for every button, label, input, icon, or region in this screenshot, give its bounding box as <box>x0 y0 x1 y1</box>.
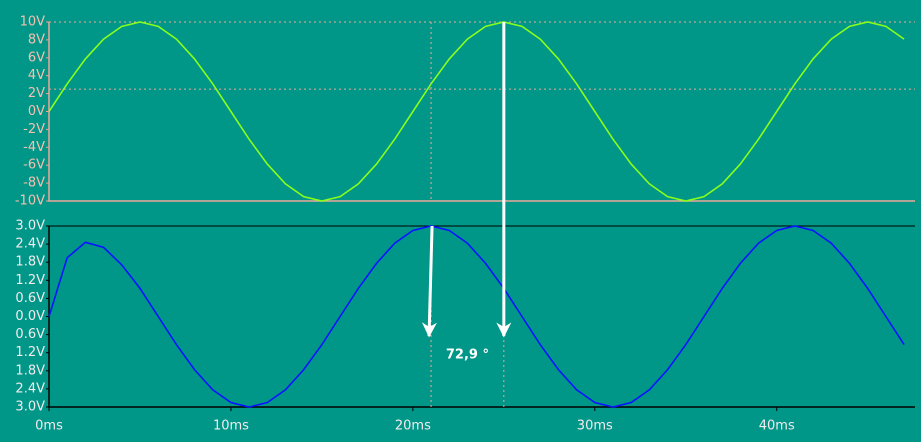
y-tick-label: -8V <box>23 176 45 191</box>
arrow <box>421 225 437 338</box>
y-tick-label: 10V <box>20 15 46 30</box>
y-tick-label: 8V <box>28 32 45 47</box>
y-tick-label: 1.8V <box>15 363 45 378</box>
x-tick-label: 20ms <box>395 419 431 434</box>
axis-frame <box>48 22 915 202</box>
y-tick-label: 1.8V <box>15 255 45 270</box>
x-tick-label: 10ms <box>213 419 249 434</box>
y-tick-label: 2.4V <box>15 381 45 396</box>
y-tick-label: -2V <box>23 122 45 137</box>
x-tick-label: 40ms <box>759 419 795 434</box>
waveform <box>48 21 905 202</box>
y-tick-label: 3.0V <box>15 219 45 234</box>
y-tick-label: 0.6V <box>15 291 45 306</box>
y-tick-label: 0.0V <box>15 309 45 324</box>
y-tick-label: 0.6V <box>15 327 45 342</box>
y-tick-label: 0V <box>28 104 45 119</box>
y-tick-label: -10V <box>15 194 45 209</box>
y-tick-label: 1.2V <box>15 273 45 288</box>
y-tick-label: 2.4V <box>15 237 45 252</box>
y-tick-label: 2V <box>28 86 45 101</box>
x-tick-label: 30ms <box>577 419 613 434</box>
x-tick-label: 0ms <box>35 419 63 434</box>
y-tick-label: 3.0V <box>15 400 45 415</box>
y-tick-label: -4V <box>23 140 45 155</box>
waveform <box>48 225 905 408</box>
y-tick-label: -6V <box>23 158 45 173</box>
axis-frame <box>48 226 915 408</box>
phase-label: 72,9 ° <box>446 348 489 363</box>
y-tick-label: 4V <box>28 68 45 83</box>
y-tick-label: 1.2V <box>15 345 45 360</box>
y-tick-label: 6V <box>28 50 45 65</box>
